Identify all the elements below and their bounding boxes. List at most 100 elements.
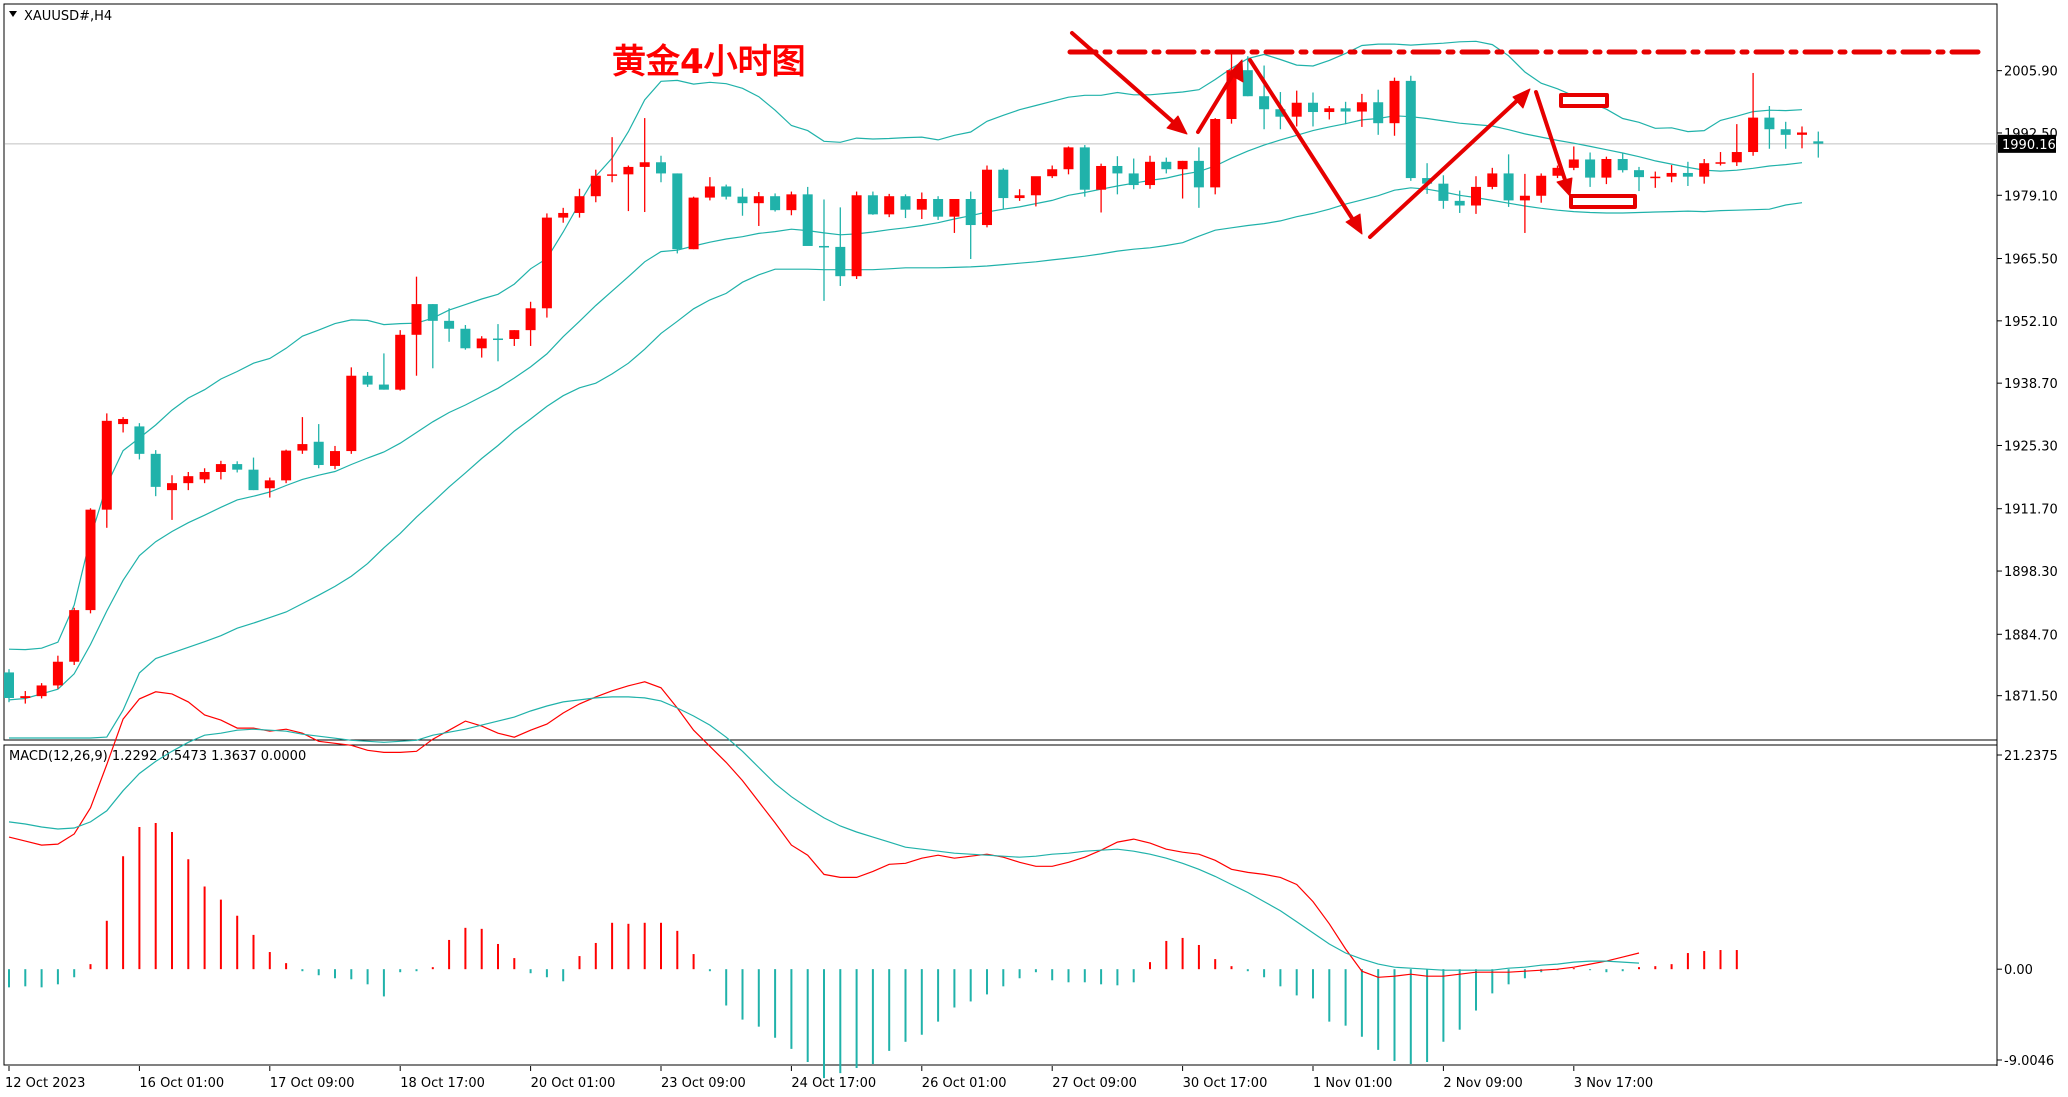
candle (427, 304, 438, 369)
candle (493, 324, 503, 362)
candle-body (167, 483, 177, 491)
candle-body (248, 469, 259, 491)
candle-body (1128, 173, 1139, 186)
candle-body (1601, 159, 1612, 178)
candle-body (802, 194, 813, 246)
candle-body (1813, 141, 1824, 144)
candle-body (1764, 117, 1775, 130)
arrow-up-1-head (1228, 59, 1244, 83)
candle (656, 155, 666, 183)
symbol-dropdown-icon[interactable] (9, 11, 17, 17)
candle (1063, 146, 1074, 175)
candle-body (1438, 183, 1449, 201)
arrow-up-1 (1196, 66, 1239, 134)
symbol-label: XAUUSD#,H4 (24, 9, 112, 24)
arrow-up-2 (1368, 94, 1524, 239)
candle (1764, 105, 1775, 149)
candle-body (525, 308, 536, 331)
candle-body (1242, 70, 1253, 97)
candle (199, 468, 210, 484)
candle (607, 137, 618, 183)
candle (1405, 75, 1416, 181)
candle (476, 336, 487, 358)
candle-body (1503, 173, 1514, 201)
candle (378, 353, 389, 390)
candle (362, 372, 373, 387)
time-axis: 12 Oct 2023 16 Oct 01:00 17 Oct 09:00 18 Oc… (5, 1066, 1653, 1091)
candle-body (1405, 80, 1416, 179)
candle-body (1079, 147, 1090, 190)
candle (167, 475, 177, 520)
candle-body (1112, 165, 1123, 174)
candle-body (786, 194, 797, 211)
candle (1259, 65, 1270, 130)
candle-body (884, 196, 895, 215)
candle (215, 460, 226, 480)
candle (1634, 166, 1644, 192)
candle-body (4, 672, 14, 699)
candle-body (1324, 108, 1335, 113)
candle (737, 188, 748, 216)
candle-body (36, 685, 47, 697)
time-tick-label: 2 Nov 09:00 (1443, 1076, 1522, 1091)
candle (1454, 190, 1465, 213)
candle-body (704, 186, 715, 198)
candle (52, 655, 63, 689)
candle-body (851, 195, 862, 277)
candle-body (1014, 195, 1025, 199)
candle (85, 508, 96, 614)
candle (672, 173, 683, 254)
candle (1096, 163, 1107, 213)
candle-body (1373, 102, 1384, 124)
candle-body (965, 198, 976, 226)
candle-body (313, 441, 324, 466)
candle-body (949, 198, 960, 217)
candle (590, 169, 601, 203)
bollinger-upper-line (8, 40, 1803, 651)
candle (851, 191, 862, 279)
candle-body (476, 338, 487, 349)
candle (1193, 147, 1204, 208)
candle (297, 417, 308, 454)
candle-body (590, 175, 601, 197)
candle-body (1471, 186, 1481, 206)
price-tick-label: 1911.70 (2004, 503, 2058, 518)
candle (1356, 93, 1367, 127)
candle-body (819, 245, 829, 248)
candle-body (1177, 160, 1188, 170)
candle-body (688, 197, 699, 250)
price-tick-label: 1871.50 (2004, 690, 2058, 705)
candle-body (900, 196, 911, 210)
candle (965, 191, 976, 259)
candle-body (1096, 165, 1107, 190)
candle (411, 276, 422, 376)
candle-body (297, 444, 308, 451)
candle (1617, 152, 1628, 173)
candle (101, 413, 112, 528)
time-tick-label: 30 Oct 17:00 (1183, 1076, 1268, 1091)
candle (1226, 52, 1237, 124)
arrow-up-2-head (1512, 88, 1531, 109)
candle (623, 165, 634, 212)
candle-body (150, 453, 161, 487)
candle (1373, 89, 1384, 135)
candle-body (69, 610, 80, 662)
candle-body (1568, 159, 1579, 168)
candle (1177, 160, 1188, 199)
candle (1128, 158, 1139, 190)
candle (1242, 56, 1253, 97)
candle (1471, 176, 1481, 214)
candle (1536, 173, 1547, 203)
candle-body (362, 375, 373, 385)
candle-body (737, 196, 748, 204)
bollinger-middle-line (8, 115, 1803, 701)
candle-body (835, 246, 846, 277)
time-tick-label: 16 Oct 01:00 (139, 1076, 224, 1091)
candle (819, 199, 829, 301)
candle (1503, 154, 1514, 207)
macd-legend: MACD(12,26,9) 1.2292 0.5473 1.3637 0.000… (9, 749, 306, 764)
candle (1210, 118, 1221, 195)
candle-body (639, 162, 650, 167)
candle-body (509, 330, 520, 339)
macd-tick-label: -9.0046 (2004, 1054, 2054, 1069)
